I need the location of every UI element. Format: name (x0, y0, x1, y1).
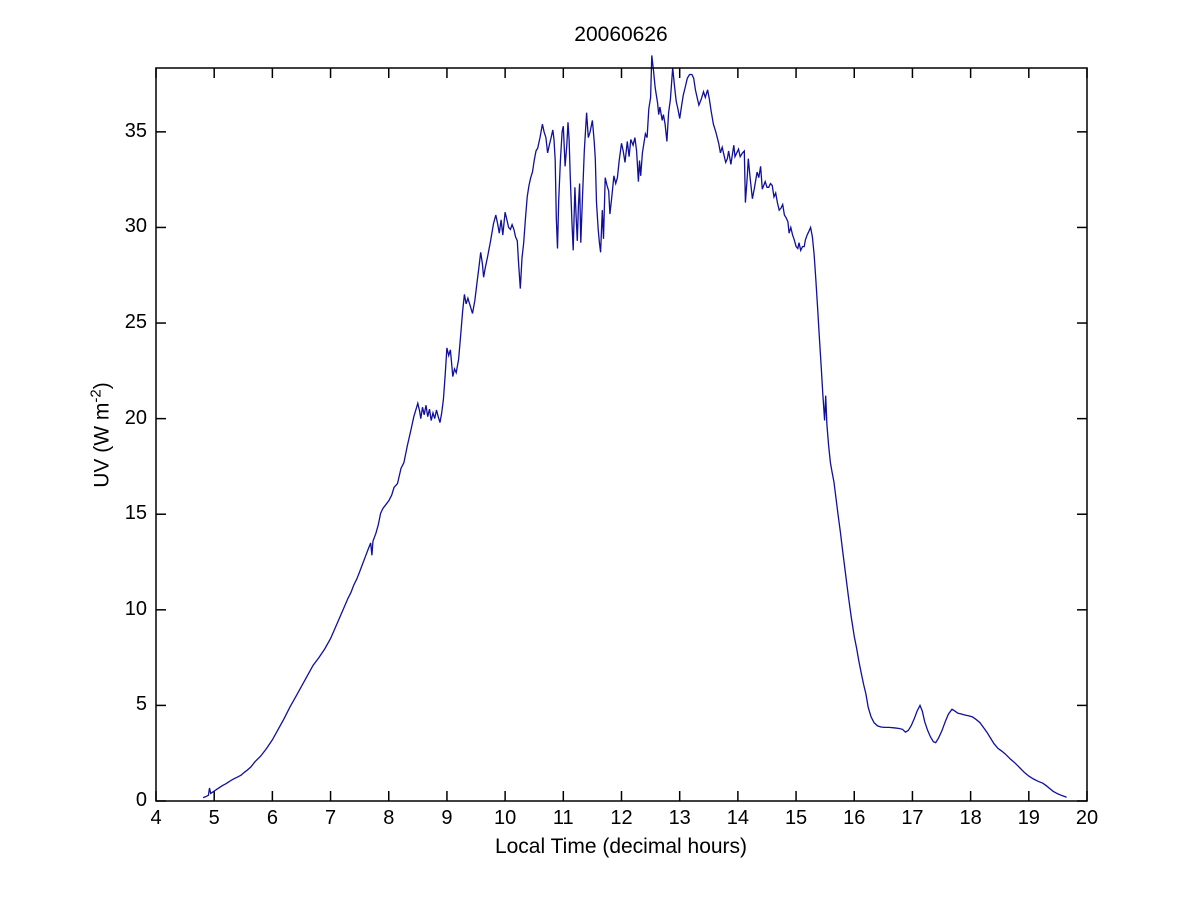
y-axis-label-superscript: -2 (87, 389, 105, 403)
x-tick-label: 18 (959, 807, 982, 829)
y-tick-label: 10 (124, 597, 147, 620)
x-tick-label: 9 (441, 807, 453, 829)
x-tick-label: 10 (494, 807, 517, 829)
x-tick-label: 14 (726, 807, 749, 829)
x-tick-label: 12 (610, 807, 633, 829)
y-tick-label: 0 (135, 789, 147, 811)
x-tick-label: 6 (266, 807, 278, 829)
y-tick-label: 35 (124, 119, 147, 142)
y-tick-label: 20 (124, 406, 147, 429)
x-tick-label: 16 (843, 807, 866, 829)
x-tick-label: 8 (383, 807, 395, 829)
x-tick-label: 19 (1017, 807, 1040, 829)
x-tick-label: 4 (150, 807, 162, 829)
x-tick-label: 7 (325, 807, 337, 829)
y-axis-label: UV (W m-2) (88, 382, 115, 488)
y-tick-label: 30 (124, 215, 147, 238)
y-tick-label: 15 (124, 502, 147, 525)
x-tick-label: 15 (784, 807, 808, 829)
x-tick-label: 13 (668, 807, 691, 829)
axis-ticks (155, 68, 1088, 802)
y-tick-label: 25 (124, 311, 147, 334)
uv-data-line (202, 55, 1067, 799)
x-tick-label: 20 (1075, 807, 1099, 829)
x-axis-label: Local Time (decimal hours) (494, 835, 748, 858)
y-axis-label-suffix: ) (90, 382, 114, 390)
x-tick-label: 5 (208, 807, 220, 829)
x-tick-label: 17 (901, 807, 924, 829)
y-tick-label: 5 (135, 693, 147, 716)
chart-title: 20060626 (574, 23, 668, 46)
x-tick-label: 11 (552, 807, 574, 829)
axes-box (155, 67, 1088, 802)
